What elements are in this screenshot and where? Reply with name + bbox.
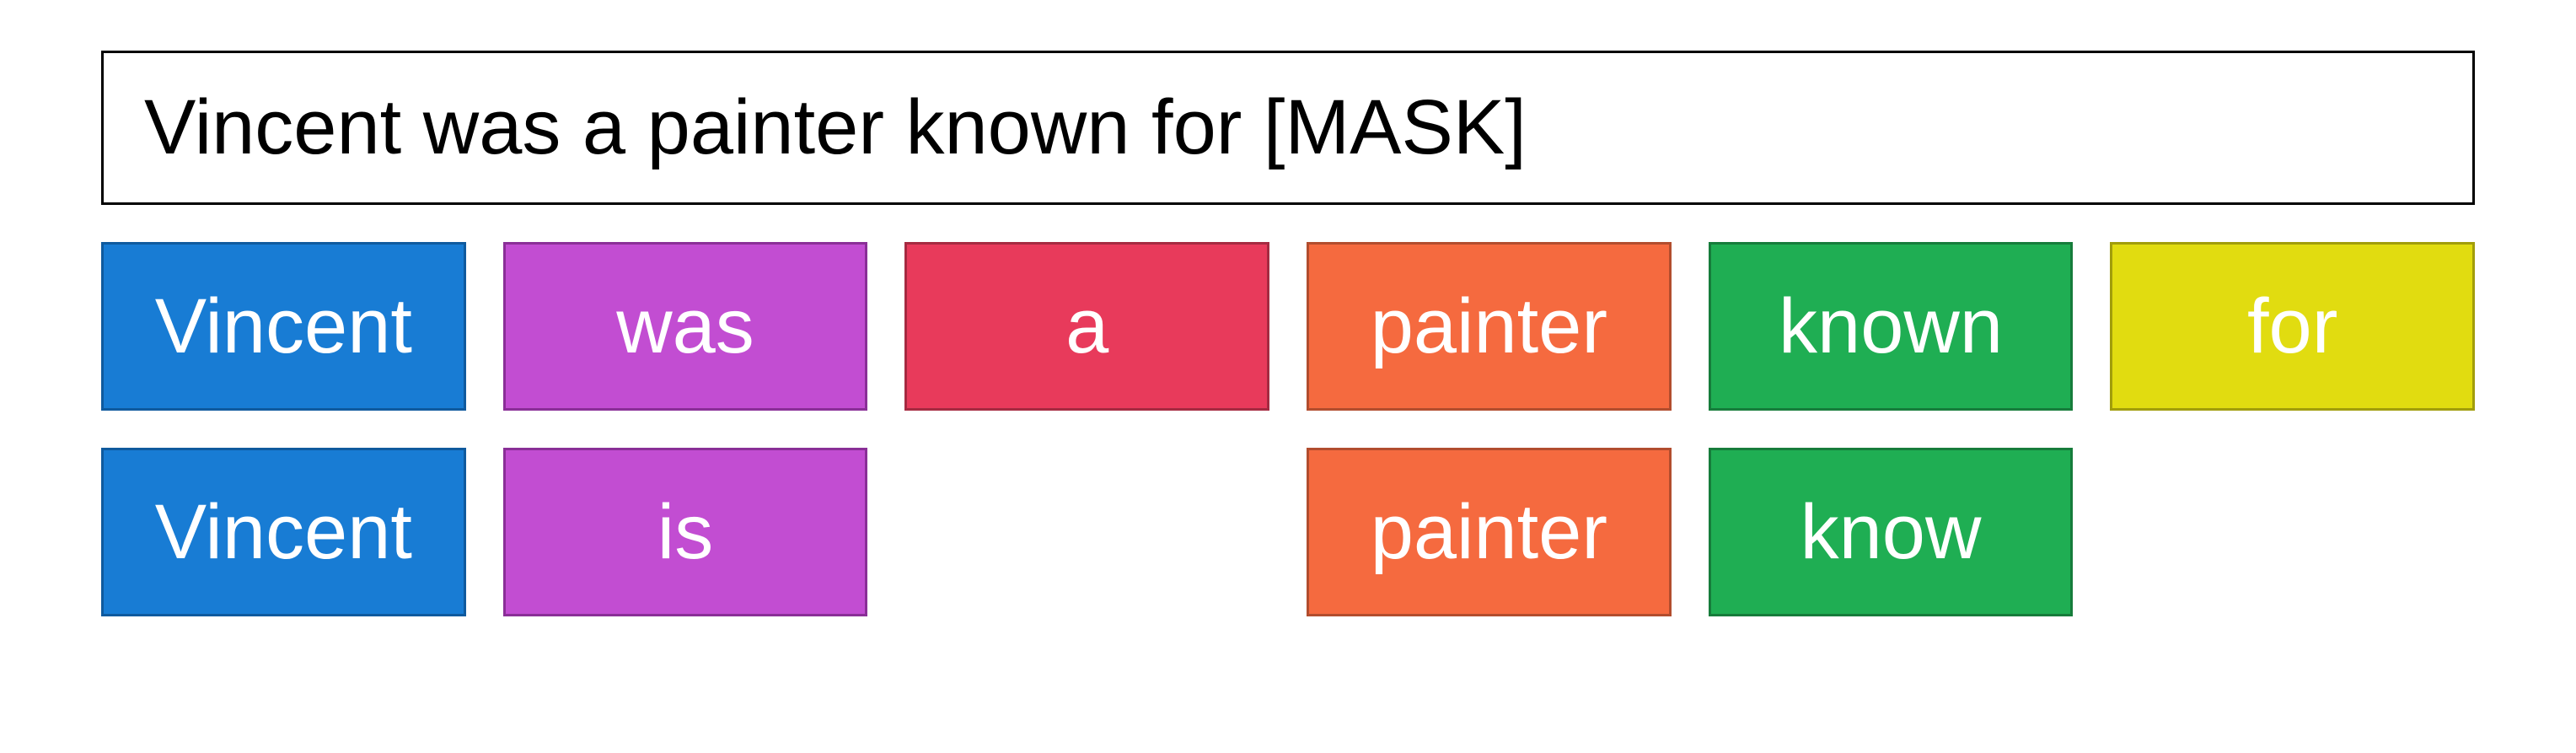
token-vincent: Vincent: [101, 242, 466, 411]
diagram-canvas: Vincent was a painter known for [MASK] V…: [0, 0, 2576, 753]
token-painter-2: painter: [1307, 448, 1672, 616]
token-row-lemma: Vincent is painter know: [101, 448, 2475, 616]
token-was: was: [503, 242, 868, 411]
token-row-original: Vincent was a painter known for: [101, 242, 2475, 411]
sentence-text: Vincent was a painter known for [MASK]: [144, 84, 1527, 170]
token-is: is: [503, 448, 868, 616]
token-painter: painter: [1307, 242, 1672, 411]
token-a: a: [904, 242, 1269, 411]
token-for: for: [2110, 242, 2475, 411]
token-known: known: [1709, 242, 2074, 411]
sentence-box: Vincent was a painter known for [MASK]: [101, 51, 2475, 205]
token-know: know: [1709, 448, 2074, 616]
token-vincent-2: Vincent: [101, 448, 466, 616]
